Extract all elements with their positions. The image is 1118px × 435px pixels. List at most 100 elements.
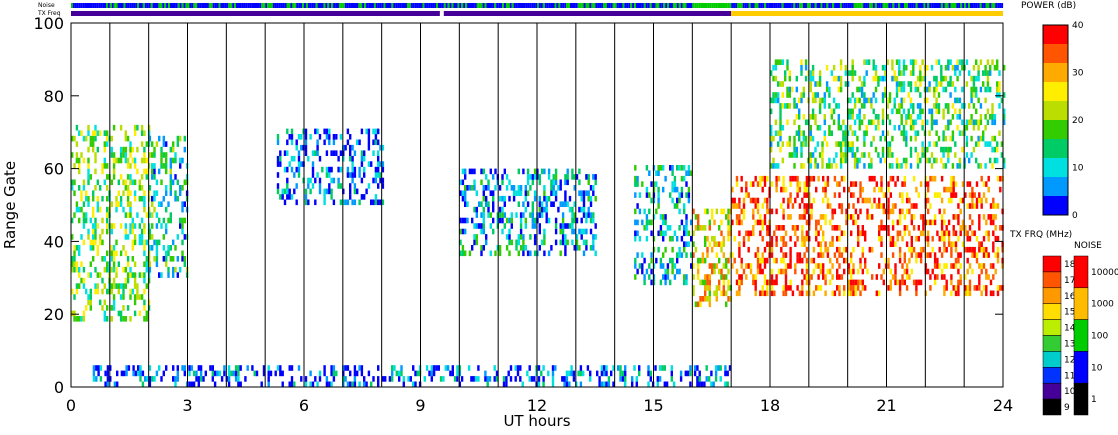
echo-cell bbox=[811, 152, 815, 158]
noise-strip-cell bbox=[172, 3, 174, 8]
echo-cell bbox=[573, 185, 576, 191]
txfreq-colorbar-swatch bbox=[1042, 271, 1062, 289]
x-tick-label: 3 bbox=[182, 396, 192, 415]
echo-cell bbox=[926, 230, 930, 237]
echo-cell bbox=[886, 103, 889, 109]
echo-cell bbox=[930, 163, 934, 169]
echo-cell bbox=[131, 157, 134, 164]
echo-cell bbox=[412, 365, 415, 371]
noise-strip-cell bbox=[614, 3, 617, 8]
echo-cell bbox=[719, 365, 722, 371]
echo-cell bbox=[968, 290, 972, 297]
noise-strip-cell bbox=[537, 3, 539, 8]
hour-gridlines bbox=[109, 23, 965, 387]
echo-cell bbox=[779, 124, 782, 131]
noise-strip-cell bbox=[733, 3, 736, 8]
echo-cell bbox=[143, 261, 146, 267]
echo-cell bbox=[905, 263, 909, 269]
echo-cell bbox=[174, 195, 177, 202]
echo-cell bbox=[912, 119, 915, 126]
echo-cell bbox=[568, 206, 572, 213]
echo-cell bbox=[950, 197, 953, 204]
noise-strip-cell bbox=[937, 3, 939, 8]
noise-strip-cell bbox=[806, 3, 809, 8]
echo-cell bbox=[129, 146, 132, 153]
noise-strip-cell bbox=[742, 3, 745, 8]
echo-cell bbox=[938, 263, 941, 269]
echo-cell bbox=[898, 246, 902, 253]
echo-cell bbox=[940, 214, 944, 220]
echo-cell bbox=[286, 177, 289, 184]
echo-cell bbox=[979, 114, 983, 120]
echo-cell bbox=[181, 223, 184, 229]
echo-cell bbox=[978, 246, 981, 253]
echo-cell bbox=[339, 134, 343, 140]
echo-cell bbox=[692, 208, 695, 215]
echo-cell bbox=[857, 235, 860, 242]
echo-cell bbox=[907, 114, 910, 120]
echo-cell bbox=[747, 246, 750, 253]
echo-cell bbox=[680, 175, 684, 182]
echo-cell bbox=[110, 266, 113, 273]
echo-cell bbox=[137, 365, 140, 371]
noise-strip-cell bbox=[787, 3, 790, 8]
echo-cell bbox=[349, 183, 352, 189]
echo-cell bbox=[71, 135, 74, 142]
echo-cell bbox=[950, 175, 953, 182]
echo-cell bbox=[542, 381, 545, 388]
echo-cell bbox=[749, 268, 753, 275]
echo-cell bbox=[370, 381, 373, 388]
echo-cell bbox=[578, 245, 581, 251]
noise-strip-cell bbox=[705, 3, 708, 8]
echo-cell bbox=[761, 252, 764, 258]
echo-cell bbox=[713, 219, 716, 226]
echo-cell bbox=[947, 152, 950, 158]
x-tick-label: 6 bbox=[299, 396, 309, 415]
echo-cell bbox=[847, 214, 851, 220]
echo-cell bbox=[143, 152, 146, 158]
echo-cell bbox=[849, 70, 852, 76]
echo-cell bbox=[148, 234, 152, 240]
echo-cell bbox=[279, 161, 282, 167]
echo-cell bbox=[126, 305, 130, 311]
echo-cell bbox=[745, 181, 748, 187]
echo-cell bbox=[950, 263, 953, 269]
echo-cell bbox=[645, 219, 649, 226]
echo-cell bbox=[812, 175, 816, 182]
echo-cell bbox=[304, 381, 308, 388]
noise-strip-cell bbox=[874, 3, 877, 8]
echo-cell bbox=[935, 119, 938, 126]
echo-cell bbox=[425, 365, 429, 371]
echo-cell bbox=[880, 181, 883, 187]
noise-strip-cell bbox=[729, 3, 732, 8]
echo-cell bbox=[738, 290, 741, 297]
echo-cell bbox=[293, 381, 296, 388]
noise-strip-cell bbox=[111, 3, 114, 8]
echo-cell bbox=[984, 64, 987, 71]
echo-cell bbox=[566, 223, 569, 229]
echo-cell bbox=[505, 245, 509, 251]
echo-cell bbox=[971, 268, 974, 275]
echo-cell bbox=[840, 230, 844, 237]
echo-cell bbox=[374, 172, 378, 178]
echo-cell bbox=[87, 299, 90, 306]
echo-cell bbox=[901, 197, 904, 204]
noise-strip-cell bbox=[649, 3, 652, 8]
echo-cell bbox=[857, 197, 860, 204]
echo-cell bbox=[978, 274, 981, 280]
echo-cell bbox=[951, 64, 955, 71]
echo-cell bbox=[95, 365, 98, 371]
echo-cell bbox=[893, 75, 896, 82]
echo-cell bbox=[365, 188, 368, 195]
echo-cell bbox=[290, 128, 294, 135]
echo-cell bbox=[868, 175, 871, 182]
noise-strip-cell bbox=[839, 3, 842, 8]
echo-cell bbox=[95, 376, 98, 382]
echo-cell bbox=[994, 235, 997, 242]
echo-cell bbox=[176, 365, 179, 371]
echo-cell bbox=[903, 181, 906, 187]
noise-strip-cell bbox=[224, 3, 227, 8]
echo-cell bbox=[119, 195, 123, 202]
echo-cell bbox=[803, 235, 806, 242]
echo-cell bbox=[176, 195, 179, 202]
